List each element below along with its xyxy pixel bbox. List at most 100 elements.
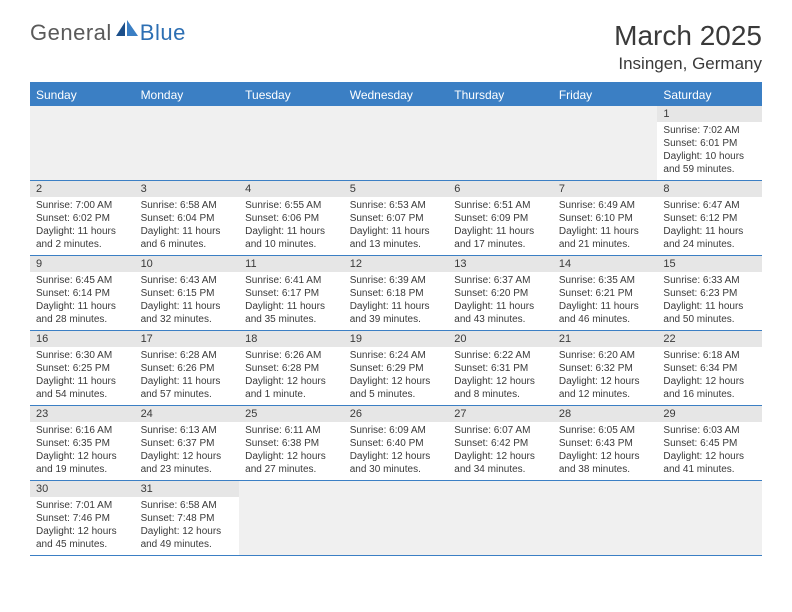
day-number: 5 — [344, 181, 449, 197]
day-info: Sunrise: 6:51 AMSunset: 6:09 PMDaylight:… — [448, 197, 553, 255]
daylight-text: Daylight: 12 hours and 8 minutes. — [454, 375, 547, 401]
day-number: 16 — [30, 331, 135, 347]
calendar-day: 30Sunrise: 7:01 AMSunset: 7:46 PMDayligh… — [30, 481, 135, 555]
sunrise-text: Sunrise: 6:16 AM — [36, 424, 129, 437]
day-number: 15 — [657, 256, 762, 272]
sunset-text: Sunset: 6:02 PM — [36, 212, 129, 225]
day-info: Sunrise: 6:11 AMSunset: 6:38 PMDaylight:… — [239, 422, 344, 480]
location: Insingen, Germany — [614, 54, 762, 74]
day-info: Sunrise: 6:26 AMSunset: 6:28 PMDaylight:… — [239, 347, 344, 405]
calendar-day: 1Sunrise: 7:02 AMSunset: 6:01 PMDaylight… — [657, 106, 762, 180]
day-info: Sunrise: 6:18 AMSunset: 6:34 PMDaylight:… — [657, 347, 762, 405]
sunrise-text: Sunrise: 6:55 AM — [245, 199, 338, 212]
calendar-day-empty — [30, 106, 135, 180]
sunset-text: Sunset: 6:42 PM — [454, 437, 547, 450]
day-header-sat: Saturday — [657, 84, 762, 106]
logo: General Blue — [30, 20, 186, 46]
sunrise-text: Sunrise: 6:03 AM — [663, 424, 756, 437]
sunset-text: Sunset: 6:26 PM — [141, 362, 234, 375]
daylight-text: Daylight: 12 hours and 16 minutes. — [663, 375, 756, 401]
daylight-text: Daylight: 11 hours and 50 minutes. — [663, 300, 756, 326]
calendar-day: 12Sunrise: 6:39 AMSunset: 6:18 PMDayligh… — [344, 256, 449, 330]
calendar-day-empty — [657, 481, 762, 555]
daylight-text: Daylight: 11 hours and 2 minutes. — [36, 225, 129, 251]
sunrise-text: Sunrise: 6:41 AM — [245, 274, 338, 287]
sunrise-text: Sunrise: 6:07 AM — [454, 424, 547, 437]
calendar-day: 17Sunrise: 6:28 AMSunset: 6:26 PMDayligh… — [135, 331, 240, 405]
sunrise-text: Sunrise: 6:18 AM — [663, 349, 756, 362]
sunrise-text: Sunrise: 6:58 AM — [141, 199, 234, 212]
sunrise-text: Sunrise: 6:33 AM — [663, 274, 756, 287]
sunset-text: Sunset: 6:01 PM — [663, 137, 756, 150]
calendar-day: 27Sunrise: 6:07 AMSunset: 6:42 PMDayligh… — [448, 406, 553, 480]
day-number: 22 — [657, 331, 762, 347]
sunrise-text: Sunrise: 6:30 AM — [36, 349, 129, 362]
daylight-text: Daylight: 11 hours and 24 minutes. — [663, 225, 756, 251]
day-number: 19 — [344, 331, 449, 347]
day-info: Sunrise: 6:05 AMSunset: 6:43 PMDaylight:… — [553, 422, 658, 480]
day-number: 30 — [30, 481, 135, 497]
sunset-text: Sunset: 6:34 PM — [663, 362, 756, 375]
sunset-text: Sunset: 7:46 PM — [36, 512, 129, 525]
day-number: 4 — [239, 181, 344, 197]
day-number: 17 — [135, 331, 240, 347]
day-info: Sunrise: 6:41 AMSunset: 6:17 PMDaylight:… — [239, 272, 344, 330]
daylight-text: Daylight: 12 hours and 34 minutes. — [454, 450, 547, 476]
sunset-text: Sunset: 6:12 PM — [663, 212, 756, 225]
calendar-day-empty — [344, 106, 449, 180]
sunset-text: Sunset: 6:29 PM — [350, 362, 443, 375]
sunset-text: Sunset: 6:25 PM — [36, 362, 129, 375]
day-info: Sunrise: 6:33 AMSunset: 6:23 PMDaylight:… — [657, 272, 762, 330]
day-number: 13 — [448, 256, 553, 272]
day-number: 8 — [657, 181, 762, 197]
calendar-day-empty — [135, 106, 240, 180]
day-info: Sunrise: 6:09 AMSunset: 6:40 PMDaylight:… — [344, 422, 449, 480]
day-number: 3 — [135, 181, 240, 197]
sunrise-text: Sunrise: 6:20 AM — [559, 349, 652, 362]
day-number: 23 — [30, 406, 135, 422]
day-number: 21 — [553, 331, 658, 347]
sunset-text: Sunset: 6:23 PM — [663, 287, 756, 300]
day-info: Sunrise: 6:58 AMSunset: 7:48 PMDaylight:… — [135, 497, 240, 555]
calendar-day: 20Sunrise: 6:22 AMSunset: 6:31 PMDayligh… — [448, 331, 553, 405]
sunrise-text: Sunrise: 6:22 AM — [454, 349, 547, 362]
day-number: 29 — [657, 406, 762, 422]
calendar-day-empty — [553, 481, 658, 555]
day-number: 24 — [135, 406, 240, 422]
daylight-text: Daylight: 11 hours and 54 minutes. — [36, 375, 129, 401]
day-info: Sunrise: 6:35 AMSunset: 6:21 PMDaylight:… — [553, 272, 658, 330]
day-info: Sunrise: 6:55 AMSunset: 6:06 PMDaylight:… — [239, 197, 344, 255]
day-info: Sunrise: 7:02 AMSunset: 6:01 PMDaylight:… — [657, 122, 762, 180]
sunrise-text: Sunrise: 7:02 AM — [663, 124, 756, 137]
day-info: Sunrise: 6:47 AMSunset: 6:12 PMDaylight:… — [657, 197, 762, 255]
day-number: 20 — [448, 331, 553, 347]
daylight-text: Daylight: 12 hours and 27 minutes. — [245, 450, 338, 476]
sunset-text: Sunset: 6:38 PM — [245, 437, 338, 450]
sunrise-text: Sunrise: 6:37 AM — [454, 274, 547, 287]
sunset-text: Sunset: 6:40 PM — [350, 437, 443, 450]
sunset-text: Sunset: 6:14 PM — [36, 287, 129, 300]
calendar-week: 2Sunrise: 7:00 AMSunset: 6:02 PMDaylight… — [30, 181, 762, 256]
day-header-fri: Friday — [553, 84, 658, 106]
day-info: Sunrise: 6:20 AMSunset: 6:32 PMDaylight:… — [553, 347, 658, 405]
header: General Blue March 2025 Insingen, German… — [0, 0, 792, 82]
daylight-text: Daylight: 11 hours and 6 minutes. — [141, 225, 234, 251]
day-header-mon: Monday — [135, 84, 240, 106]
day-number: 31 — [135, 481, 240, 497]
day-number: 10 — [135, 256, 240, 272]
logo-text-blue: Blue — [140, 20, 186, 46]
daylight-text: Daylight: 12 hours and 5 minutes. — [350, 375, 443, 401]
daylight-text: Daylight: 10 hours and 59 minutes. — [663, 150, 756, 176]
day-number: 27 — [448, 406, 553, 422]
day-info: Sunrise: 7:00 AMSunset: 6:02 PMDaylight:… — [30, 197, 135, 255]
day-info: Sunrise: 6:07 AMSunset: 6:42 PMDaylight:… — [448, 422, 553, 480]
calendar-day: 9Sunrise: 6:45 AMSunset: 6:14 PMDaylight… — [30, 256, 135, 330]
day-number: 6 — [448, 181, 553, 197]
day-number: 28 — [553, 406, 658, 422]
sunrise-text: Sunrise: 6:24 AM — [350, 349, 443, 362]
calendar-day: 29Sunrise: 6:03 AMSunset: 6:45 PMDayligh… — [657, 406, 762, 480]
calendar-week: 30Sunrise: 7:01 AMSunset: 7:46 PMDayligh… — [30, 481, 762, 556]
logo-text-general: General — [30, 20, 112, 46]
calendar-day-empty — [239, 106, 344, 180]
calendar-day-empty — [239, 481, 344, 555]
